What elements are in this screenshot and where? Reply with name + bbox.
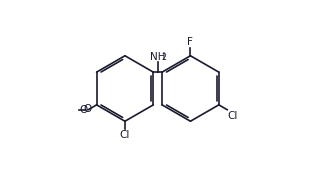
Text: Cl: Cl	[228, 111, 238, 121]
Text: NH: NH	[150, 52, 165, 61]
Text: Cl: Cl	[120, 130, 130, 140]
Text: F: F	[187, 38, 193, 47]
Text: O: O	[84, 104, 92, 114]
Text: 2: 2	[161, 53, 166, 62]
Text: O: O	[79, 105, 87, 115]
